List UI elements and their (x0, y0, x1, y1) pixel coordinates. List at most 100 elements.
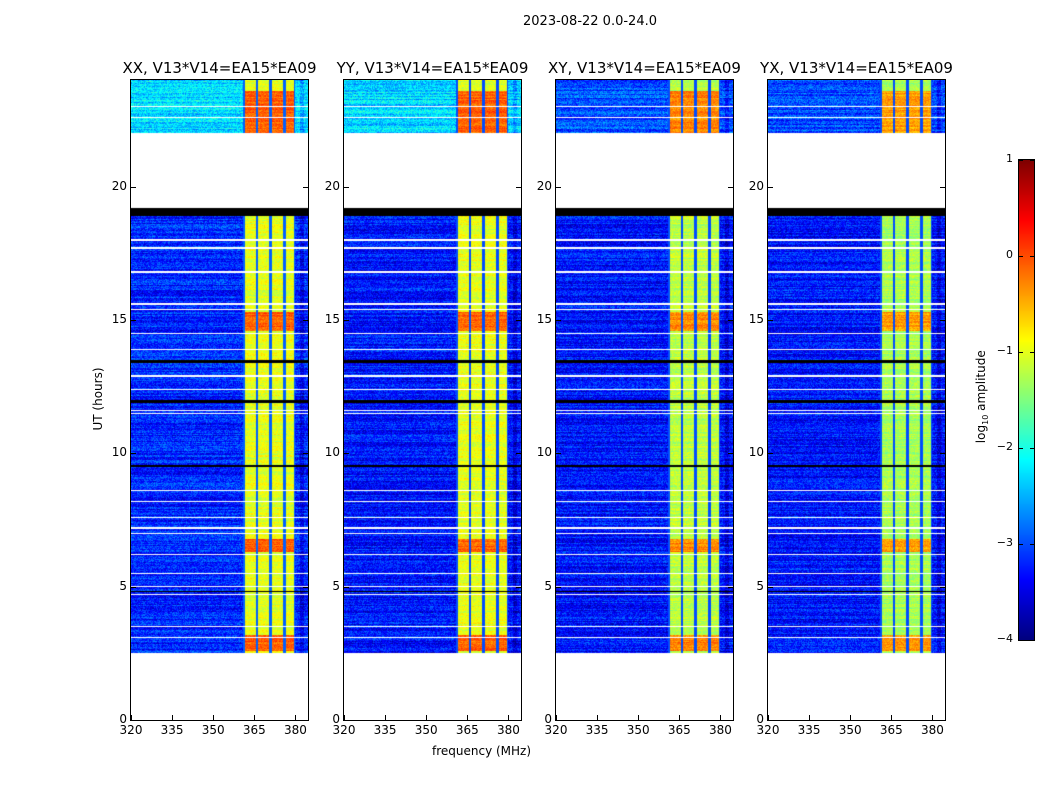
y-tick-mark (728, 453, 733, 455)
y-tick-label: 20 (536, 178, 552, 193)
colorbar-tick-mark (1019, 544, 1034, 545)
y-tick-mark (516, 453, 521, 455)
y-tick-mark (728, 720, 733, 721)
y-tick-mark (768, 453, 773, 455)
colorbar-tick-label: −1 (996, 344, 1013, 357)
y-tick-mark (556, 453, 561, 455)
colorbar-tick-mark (1019, 448, 1034, 449)
y-tick-label: 0 (756, 712, 764, 726)
y-tick-mark (516, 320, 521, 321)
x-tick-mark (850, 715, 852, 720)
y-tick-label: 15 (748, 312, 764, 326)
y-tick-mark (940, 453, 945, 455)
x-axis-label: frequency (MHz) (432, 744, 532, 758)
y-tick-mark (940, 186, 945, 188)
x-tick-mark (556, 715, 557, 720)
y-tick-mark (556, 320, 561, 321)
x-tick-mark (597, 715, 599, 720)
colorbar-tick-label: 1 (1006, 152, 1013, 165)
x-tick-mark (131, 715, 132, 720)
colorbar-tick-mark (1019, 160, 1034, 161)
y-tick-mark (344, 720, 349, 721)
y-tick-mark (344, 320, 349, 321)
y-tick-label: 5 (544, 578, 552, 593)
colorbar-tick-label: 0 (1006, 248, 1013, 261)
y-tick-mark (768, 320, 773, 321)
y-tick-label: 15 (536, 312, 552, 326)
y-tick-mark (940, 586, 945, 588)
x-tick-mark (254, 715, 256, 720)
y-tick-label: 20 (324, 178, 340, 193)
x-tick-label: 350 (626, 723, 650, 737)
x-tick-label: 365 (667, 723, 691, 737)
x-tick-label: 335 (797, 723, 821, 737)
colorbar-tick-label: −4 (996, 632, 1013, 645)
heatmap-image (344, 80, 521, 720)
y-tick-label: 5 (756, 578, 764, 593)
y-tick-label: 0 (332, 712, 340, 726)
colorbar-tick-mark (1019, 256, 1034, 257)
x-tick-mark (809, 715, 811, 720)
y-tick-mark (556, 586, 561, 588)
y-tick-mark (728, 186, 733, 188)
colorbar-tick-mark (1019, 352, 1034, 353)
x-tick-mark (172, 715, 174, 720)
x-tick-label: 380 (708, 723, 732, 737)
x-tick-label: 320 (756, 723, 780, 737)
y-tick-mark (768, 186, 773, 188)
y-tick-mark (516, 586, 521, 588)
x-tick-label: 320 (544, 723, 568, 737)
x-tick-label: 350 (414, 723, 438, 737)
x-tick-mark (295, 715, 297, 720)
colorbar-tick-label: −3 (996, 536, 1013, 549)
x-tick-mark (213, 715, 215, 720)
y-tick-label: 0 (119, 712, 127, 726)
x-tick-label: 365 (879, 723, 903, 737)
y-tick-mark (344, 453, 349, 455)
panel-title: YX, V13*V14=EA15*EA09 (760, 59, 953, 77)
x-tick-mark (768, 715, 769, 720)
x-tick-mark (679, 715, 681, 720)
y-tick-label: 10 (324, 445, 340, 460)
y-axis-label: UT (hours) (91, 367, 105, 431)
x-tick-label: 320 (119, 723, 143, 737)
y-tick-label: 5 (332, 578, 340, 593)
y-tick-label: 5 (119, 578, 127, 593)
x-tick-mark (891, 715, 893, 720)
y-tick-mark (131, 586, 136, 588)
x-tick-label: 380 (920, 723, 944, 737)
colorbar (1019, 160, 1034, 640)
y-tick-mark (516, 186, 521, 188)
x-tick-mark (508, 715, 510, 720)
x-tick-label: 335 (160, 723, 184, 737)
x-tick-mark (344, 715, 345, 720)
x-tick-label: 350 (201, 723, 225, 737)
x-tick-mark (385, 715, 387, 720)
y-tick-mark (556, 720, 561, 721)
y-tick-mark (768, 720, 773, 721)
y-tick-mark (303, 320, 308, 321)
x-tick-mark (720, 715, 722, 720)
y-tick-label: 20 (748, 178, 764, 193)
panel-title: XX, V13*V14=EA15*EA09 (122, 59, 317, 77)
x-tick-mark (426, 715, 428, 720)
y-tick-mark (131, 720, 136, 721)
y-tick-label: 10 (536, 445, 552, 460)
y-tick-mark (303, 453, 308, 455)
y-tick-label: 10 (111, 445, 127, 460)
heatmap-image (768, 80, 945, 720)
heatmap-image (131, 80, 308, 720)
y-tick-mark (344, 186, 349, 188)
y-tick-mark (131, 320, 136, 321)
y-tick-mark (303, 586, 308, 588)
y-tick-mark (131, 186, 136, 188)
x-tick-label: 365 (242, 723, 266, 737)
x-tick-label: 380 (496, 723, 520, 737)
y-tick-mark (516, 720, 521, 721)
y-tick-mark (556, 186, 561, 188)
y-tick-mark (940, 320, 945, 321)
colorbar-tick-label: −2 (996, 440, 1013, 453)
x-tick-label: 320 (332, 723, 356, 737)
x-tick-mark (467, 715, 469, 720)
